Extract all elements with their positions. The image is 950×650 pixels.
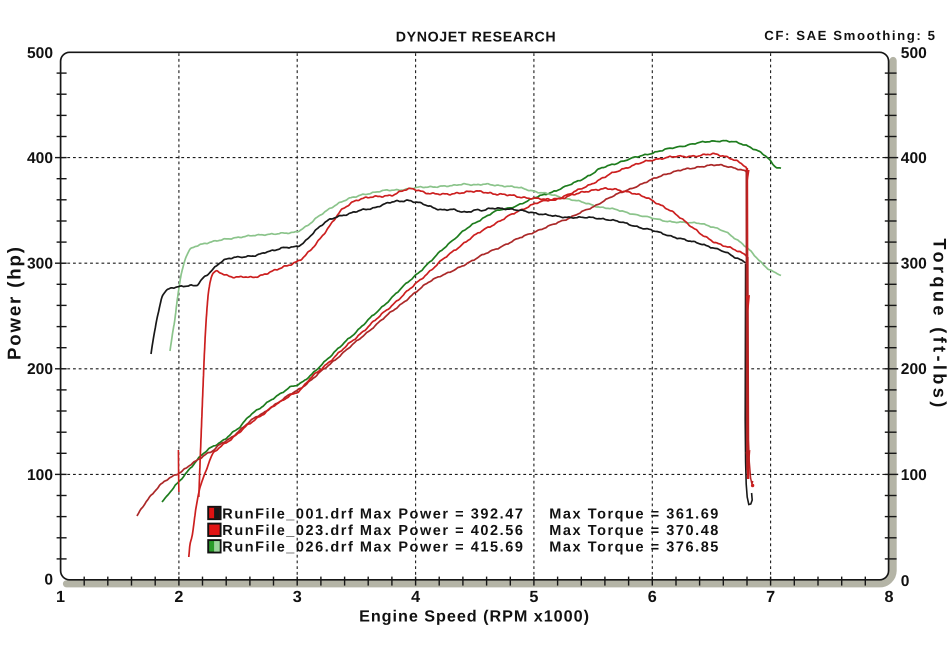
- svg-text:400: 400: [27, 150, 53, 167]
- svg-text:CF: SAE Smoothing: 5: CF: SAE Smoothing: 5: [764, 28, 936, 43]
- svg-text:0: 0: [901, 573, 910, 590]
- svg-text:400: 400: [901, 150, 927, 167]
- svg-text:Power (hp): Power (hp): [4, 245, 25, 360]
- svg-text:5: 5: [529, 588, 538, 606]
- svg-text:300: 300: [901, 256, 927, 273]
- svg-text:Engine Speed (RPM x1000): Engine Speed (RPM x1000): [359, 607, 590, 625]
- svg-text:100: 100: [901, 467, 927, 484]
- svg-text:Torque (ft-lbs): Torque (ft-lbs): [930, 238, 950, 410]
- svg-text:6: 6: [648, 588, 657, 606]
- svg-text:0: 0: [44, 572, 53, 589]
- svg-text:500: 500: [901, 45, 927, 62]
- svg-text:RunFile_023.drf Max Power = 40: RunFile_023.drf Max Power = 402.56: [222, 523, 524, 539]
- svg-text:RunFile_026.drf Max Power = 41: RunFile_026.drf Max Power = 415.69: [222, 540, 524, 556]
- svg-text:4: 4: [411, 588, 420, 606]
- svg-text:300: 300: [27, 256, 53, 273]
- svg-text:3: 3: [293, 588, 302, 606]
- svg-text:200: 200: [901, 361, 927, 378]
- svg-text:DYNOJET RESEARCH: DYNOJET RESEARCH: [396, 29, 557, 45]
- svg-text:Max Torque = 370.48: Max Torque = 370.48: [549, 523, 720, 539]
- svg-text:Max Torque = 376.85: Max Torque = 376.85: [549, 540, 720, 556]
- svg-text:1: 1: [56, 588, 65, 606]
- svg-text:7: 7: [766, 588, 775, 606]
- svg-text:200: 200: [27, 361, 53, 378]
- svg-text:Max Torque = 361.69: Max Torque = 361.69: [549, 507, 720, 523]
- svg-text:500: 500: [27, 45, 53, 62]
- svg-text:RunFile_001.drf Max Power = 39: RunFile_001.drf Max Power = 392.47: [222, 507, 524, 523]
- svg-text:2: 2: [174, 588, 183, 606]
- svg-text:8: 8: [884, 588, 893, 606]
- svg-text:100: 100: [27, 467, 53, 484]
